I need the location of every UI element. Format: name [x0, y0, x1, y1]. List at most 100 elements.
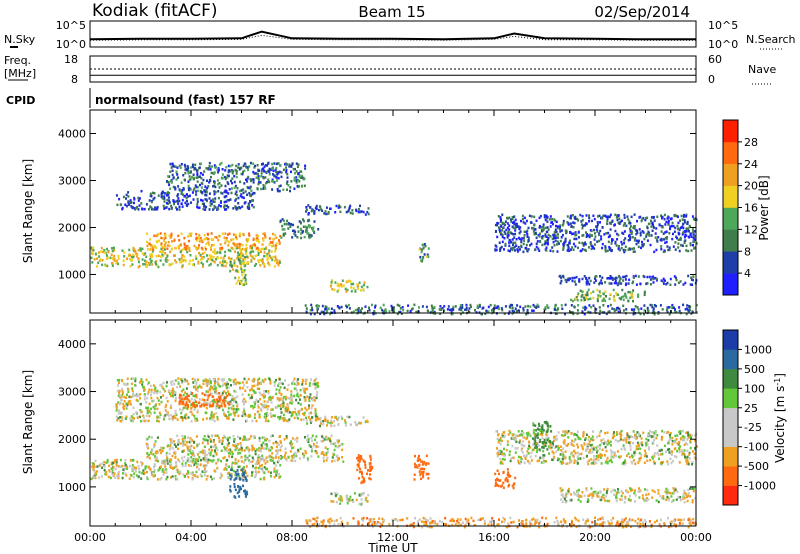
scatter-cell: [664, 223, 667, 226]
scatter-cell: [287, 411, 290, 414]
scatter-cell: [199, 183, 201, 187]
scatter-cell: [287, 409, 290, 412]
scatter-cell: [666, 310, 669, 314]
scatter-cell: [264, 234, 267, 237]
scatter-cell: [266, 467, 269, 471]
scatter-cell: [123, 400, 126, 403]
scatter-cell: [266, 408, 269, 411]
scatter-cell: [393, 308, 395, 312]
scatter-cell: [370, 468, 372, 472]
scatter-cell: [116, 379, 119, 382]
scatter-cell: [241, 262, 244, 265]
scatter-cell: [150, 390, 153, 394]
scatter-cell: [235, 400, 238, 404]
scatter-cell: [212, 459, 215, 462]
scatter-cell: [625, 296, 628, 299]
scatter-cell: [217, 238, 220, 242]
scatter-cell: [518, 227, 521, 230]
scatter-cell: [282, 419, 285, 422]
scatter-cell: [145, 260, 148, 263]
scatter-cell: [217, 383, 219, 386]
scatter-cell: [127, 202, 130, 205]
scatter-cell: [433, 310, 436, 314]
scatter-cell: [162, 245, 165, 249]
freq-panel-frame: [89, 55, 697, 83]
scatter-cell: [187, 460, 190, 463]
scatter-cell: [303, 454, 306, 458]
scatter-cell: [506, 226, 509, 230]
scatter-cell: [150, 194, 153, 198]
scatter-cell: [513, 220, 516, 224]
scatter-cell: [175, 460, 177, 464]
scatter-cell: [616, 232, 619, 236]
scatter-cell: [315, 417, 318, 420]
scatter-cell: [617, 310, 620, 314]
scatter-cell: [167, 240, 170, 244]
scatter-cell: [650, 304, 653, 307]
scatter-cell: [239, 206, 242, 210]
scatter-cell: [582, 224, 585, 228]
scatter-cell: [273, 265, 276, 268]
scatter-cell: [316, 381, 319, 385]
scatter-cell: [155, 262, 157, 266]
scatter-cell: [637, 295, 640, 298]
scatter-cell: [325, 459, 328, 462]
scatter-cell: [546, 230, 549, 234]
scatter-cell: [189, 451, 192, 455]
scatter-cell: [236, 245, 238, 248]
scatter-cell: [352, 287, 355, 290]
scatter-cell: [162, 239, 165, 242]
scatter-cell: [357, 307, 360, 310]
scatter-cell: [329, 285, 332, 288]
scatter-cell: [308, 225, 311, 229]
scatter-cell: [542, 223, 545, 226]
scatter-cell: [203, 234, 206, 237]
scatter-cell: [329, 439, 332, 442]
scatter-cell: [513, 245, 516, 249]
scatter-cell: [531, 309, 534, 312]
scatter-cell: [193, 414, 196, 418]
scatter-cell: [202, 255, 205, 259]
scatter-cell: [174, 200, 177, 203]
scatter-cell: [229, 269, 232, 273]
scatter-cell: [189, 410, 192, 414]
scatter-cell: [156, 389, 159, 393]
scatter-cell: [347, 303, 350, 307]
scatter-cell: [290, 170, 292, 174]
scatter-cell: [360, 503, 363, 506]
scatter-cell: [142, 263, 145, 266]
scatter-cell: [242, 232, 245, 236]
scatter-cell: [348, 497, 351, 501]
scatter-cell: [154, 261, 157, 264]
scatter-cell: [585, 297, 588, 300]
colorbar-tick-label: 28: [744, 136, 758, 149]
scatter-cell: [119, 419, 122, 423]
scatter-cell: [146, 392, 149, 396]
scatter-cell: [643, 243, 646, 246]
scatter-cell: [639, 312, 642, 316]
scatter-cell: [154, 455, 157, 458]
scatter-cell: [234, 381, 237, 384]
scatter-cell: [198, 398, 201, 401]
scatter-cell: [266, 413, 269, 417]
scatter-cell: [134, 379, 137, 383]
scatter-cell: [638, 228, 641, 231]
scatter-cell: [690, 235, 693, 238]
scatter-cell: [178, 205, 181, 208]
scatter-cell: [104, 472, 107, 476]
scatter-cell: [185, 196, 188, 200]
scatter-cell: [632, 250, 635, 253]
scatter-cell: [575, 296, 578, 299]
scatter-cell: [285, 166, 288, 169]
scatter-cell: [656, 215, 659, 218]
scatter-cell: [199, 172, 202, 175]
scatter-cell: [260, 447, 262, 450]
scatter-cell: [633, 311, 635, 314]
scatter-cell: [224, 382, 226, 385]
scatter-cell: [660, 214, 662, 217]
scatter-cell: [164, 244, 167, 247]
scatter-cell: [546, 306, 549, 309]
scatter-cell: [162, 381, 165, 385]
scatter-cell: [175, 445, 177, 448]
scatter-cell: [127, 400, 130, 403]
